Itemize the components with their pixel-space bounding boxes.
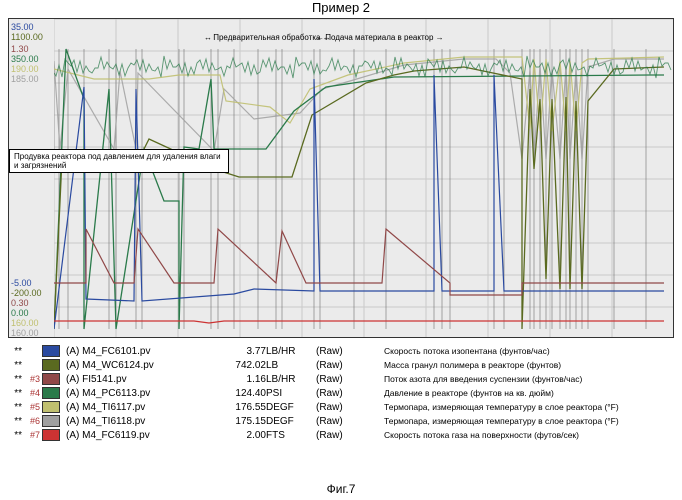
- legend-row: ** (A) M4_WC6124.pv742.02 LB(Raw) Масса гр…: [8, 358, 672, 372]
- legend-row: **#6 (A) M4_TI6118.pv175.15 DEGF(Raw) Терм…: [8, 414, 672, 428]
- y-tick-label: 350.00: [11, 55, 39, 64]
- figure-label: Фиг.7: [0, 482, 682, 496]
- legend-name: (A) M4_FC6119.pv: [66, 430, 196, 441]
- legend-name: (A) M4_WC6124.pv: [66, 360, 196, 371]
- legend-desc: Масса гранул полимера в реакторе (фунтов…: [384, 360, 561, 370]
- legend-value: 175.15: [196, 416, 266, 427]
- legend-desc: Скорость потока газа на поверхности (фут…: [384, 430, 579, 440]
- legend-hash: #4: [24, 388, 40, 398]
- legend-raw: (Raw): [316, 402, 364, 413]
- legend-value: 2.00: [196, 430, 266, 441]
- legend-value: 124.40: [196, 388, 266, 399]
- legend-desc: Скорость потока изопентана (фунтов/час): [384, 346, 550, 356]
- legend-unit: DEGF: [266, 402, 316, 413]
- legend-unit: LB: [266, 360, 316, 371]
- legend-star: **: [8, 346, 22, 357]
- legend-name: (A) FI5141.pv: [66, 374, 196, 385]
- y-axis-labels: 35.001100.00 1.30350.00190.00185.00 -5.00-…: [9, 19, 49, 337]
- y-tick-label: 190.00: [11, 65, 39, 74]
- legend-hash: #5: [24, 402, 40, 412]
- legend-name: (A) M4_PC6113.pv: [66, 388, 196, 399]
- legend-unit: FTS: [266, 430, 316, 441]
- legend-swatch: [42, 373, 60, 385]
- legend-raw: (Raw): [316, 430, 364, 441]
- chart-frame: 35.001100.00 1.30350.00190.00185.00 -5.00-…: [8, 18, 674, 338]
- chart-title: Пример 2: [0, 0, 682, 15]
- y-tick-label: 160.00: [11, 319, 39, 328]
- legend-swatch: [42, 387, 60, 399]
- legend-swatch: [42, 429, 60, 441]
- y-tick-label: 1.30: [11, 45, 29, 54]
- legend-unit: PSI: [266, 388, 316, 399]
- legend-desc: Термопара, измеряющая температуру в слое…: [384, 416, 619, 426]
- legend-value: 176.55: [196, 402, 266, 413]
- legend-swatch: [42, 345, 60, 357]
- legend-row: **#3 (A) FI5141.pv1.16 LB/HR(Raw) Поток аз…: [8, 372, 672, 386]
- legend: **(A) M4_FC6101.pv3.77 LB/HR(Raw)Скорост…: [8, 344, 672, 442]
- legend-star: **: [8, 374, 22, 385]
- legend-name: (A) M4_FC6101.pv: [66, 346, 196, 357]
- legend-unit: LB/HR: [266, 374, 316, 385]
- legend-raw: (Raw): [316, 360, 364, 371]
- legend-row: ** (A) M4_FC6101.pv3.77 LB/HR(Raw) Скорост…: [8, 344, 672, 358]
- legend-value: 1.16: [196, 374, 266, 385]
- plot-svg: [54, 19, 673, 337]
- phase-pretreat-label: ↔ Предварительная обработка ↔: [204, 33, 330, 42]
- y-tick-label: 0.00: [11, 309, 29, 318]
- legend-desc: Поток азота для введения суспензии (фунт…: [384, 374, 582, 384]
- legend-row: **#5 (A) M4_TI6117.pv176.55 DEGF(Raw) Терм…: [8, 400, 672, 414]
- legend-swatch: [42, 401, 60, 413]
- y-tick-label: 185.00: [11, 75, 39, 84]
- y-tick-label: 1100.00: [11, 33, 43, 42]
- legend-value: 742.02: [196, 360, 266, 371]
- legend-star: **: [8, 416, 22, 427]
- legend-unit: DEGF: [266, 416, 316, 427]
- plot-area: ↔ Предварительная обработка ↔ ← Подача м…: [54, 19, 673, 337]
- legend-hash: #7: [24, 430, 40, 440]
- legend-star: **: [8, 360, 22, 371]
- callout-pressure-purge: Продувка реактора под давлением для удал…: [9, 149, 229, 173]
- legend-name: (A) M4_TI6117.pv: [66, 402, 196, 413]
- y-tick-label: 35.00: [11, 23, 34, 32]
- legend-swatch: [42, 359, 60, 371]
- legend-swatch: [42, 415, 60, 427]
- legend-desc: Давление в реакторе (фунтов на кв. дюйм): [384, 388, 554, 398]
- legend-star: **: [8, 402, 22, 413]
- legend-value: 3.77: [196, 346, 266, 357]
- legend-star: **: [8, 388, 22, 399]
- legend-name: (A) M4_TI6118.pv: [66, 416, 196, 427]
- y-tick-label: 160.00: [11, 329, 39, 338]
- legend-raw: (Raw): [316, 388, 364, 399]
- legend-raw: (Raw): [316, 374, 364, 385]
- y-tick-label: -5.00: [11, 279, 32, 288]
- legend-raw: (Raw): [316, 416, 364, 427]
- y-tick-label: -200.00: [11, 289, 42, 298]
- legend-star: **: [8, 430, 22, 441]
- legend-raw: (Raw): [316, 346, 364, 357]
- legend-hash: #6: [24, 416, 40, 426]
- y-tick-label: 0.30: [11, 299, 29, 308]
- phase-feed-label: ← Подача материала в реактор →: [316, 33, 443, 42]
- legend-row: **#7 (A) M4_FC6119.pv2.00 FTS(Raw) Скорост…: [8, 428, 672, 442]
- legend-hash: #3: [24, 374, 40, 384]
- legend-unit: LB/HR: [266, 346, 316, 357]
- legend-desc: Термопара, измеряющая температуру в слое…: [384, 402, 619, 412]
- legend-row: **#4 (A) M4_PC6113.pv124.40 PSI(Raw) Давле…: [8, 386, 672, 400]
